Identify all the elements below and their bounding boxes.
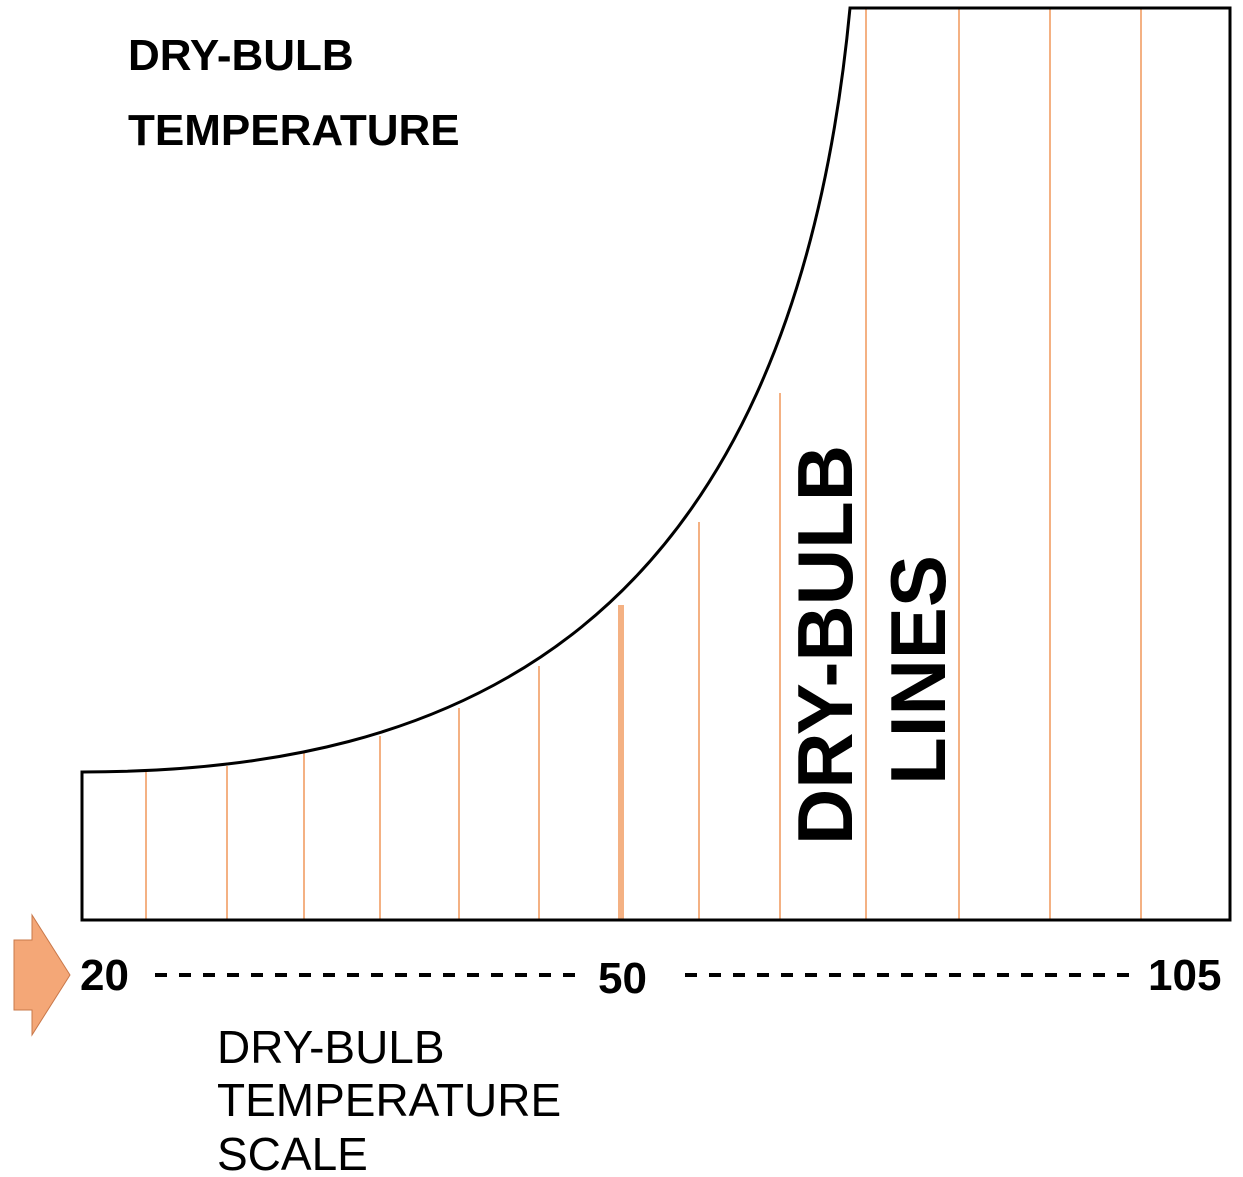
scale-label: 105: [1148, 951, 1221, 1000]
scale-label: 50: [598, 954, 647, 1003]
scale-caption: DRY-BULB: [217, 1021, 445, 1073]
scale-arrow: [13, 913, 71, 1037]
lines-label: LINES: [874, 555, 962, 785]
lines-label: DRY-BULB: [781, 445, 869, 845]
title-line: TEMPERATURE: [128, 106, 460, 155]
title-line: DRY-BULB: [128, 31, 354, 80]
chart-outline: [80, 6, 1232, 922]
scale-caption: TEMPERATURE: [217, 1074, 561, 1126]
scale-caption: SCALE: [217, 1128, 368, 1177]
scale-label: 20: [80, 951, 129, 1000]
dry-bulb-lines: [145, 8, 1142, 920]
